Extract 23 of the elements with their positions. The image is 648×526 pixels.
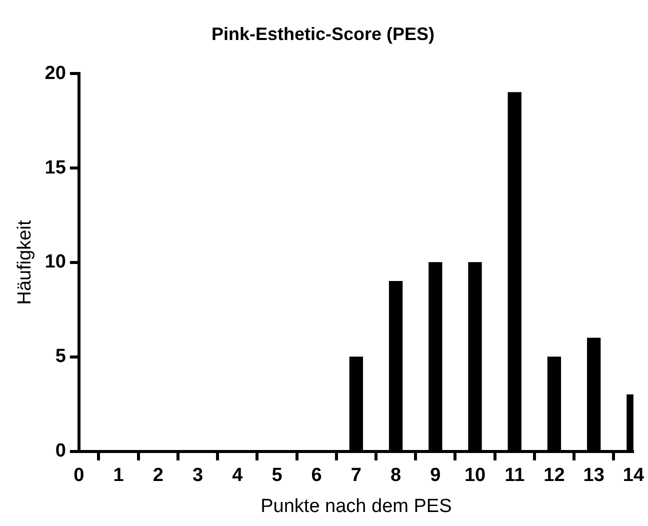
x-tick-label: 13: [583, 465, 604, 486]
x-tick-label: 3: [192, 465, 204, 486]
y-tick-label: 20: [44, 62, 66, 84]
y-tick-label: 0: [55, 440, 66, 462]
y-tick-label: 10: [44, 252, 66, 273]
x-tick-label: 0: [74, 465, 84, 486]
x-tick-label: 6: [311, 465, 322, 486]
x-tick-label: 4: [232, 465, 244, 486]
y-axis-title: Häufigkeit: [14, 220, 36, 305]
x-tick-label: 12: [544, 465, 565, 486]
x-tick-label: 8: [390, 465, 402, 486]
y-tick-label: 5: [55, 346, 66, 368]
chart-title: Pink-Esthetic-Score (PES): [211, 24, 435, 44]
x-tick-label: 1: [113, 465, 124, 486]
x-tick-label: 11: [504, 465, 526, 486]
y-tick-label: 15: [44, 157, 66, 178]
x-tick-label: 7: [350, 465, 362, 486]
x-tick-label: 14: [622, 465, 644, 486]
x-tick-label: 5: [272, 465, 283, 486]
x-tick-label: 10: [464, 465, 486, 486]
x-tick-label: 2: [152, 465, 164, 486]
x-axis-title: Punkte nach dem PES: [260, 496, 452, 517]
x-tick-label: 9: [430, 465, 441, 486]
